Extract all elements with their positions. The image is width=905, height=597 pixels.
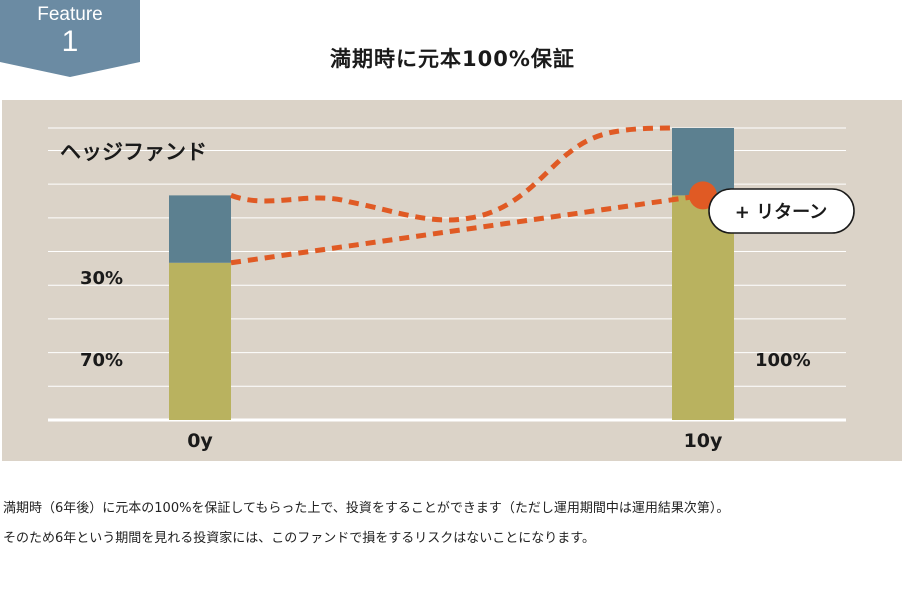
return-pill xyxy=(708,188,855,234)
bar-10y-principal xyxy=(672,195,734,420)
badge-shape xyxy=(0,0,140,77)
bar-0y-hedge xyxy=(169,195,231,263)
chart-background xyxy=(2,100,902,461)
segment-label-30: 30% xyxy=(80,268,123,289)
badge-number: 1 xyxy=(61,25,79,58)
feature-badge xyxy=(0,0,140,77)
description-line-2: そのため6年という期間を見れる投資家には、このファンドで損をするリスクはないこと… xyxy=(3,531,595,546)
fund-value-curve xyxy=(230,125,673,223)
fund-name-label: ヘッジファンド xyxy=(60,140,207,164)
badge-label: Feature xyxy=(37,4,103,25)
x-tick-10y: 10y xyxy=(684,430,723,452)
segment-label-100: 100% xyxy=(755,350,811,371)
guaranteed-principal-line xyxy=(230,192,704,266)
return-annotation: + リターン xyxy=(735,202,827,223)
description-line-1: 満期時（6年後）に元本の100%を保証してもらった上で、投資をすることができます… xyxy=(3,501,730,516)
segment-label-70: 70% xyxy=(80,350,123,371)
chart: + リターン ヘッジファンド 30% 70% 100% 0y 10y xyxy=(2,100,902,461)
bar-0y-principal xyxy=(169,262,231,420)
x-tick-0y: 0y xyxy=(187,430,213,452)
chart-title: 満期時に元本100%保証 xyxy=(330,47,575,71)
